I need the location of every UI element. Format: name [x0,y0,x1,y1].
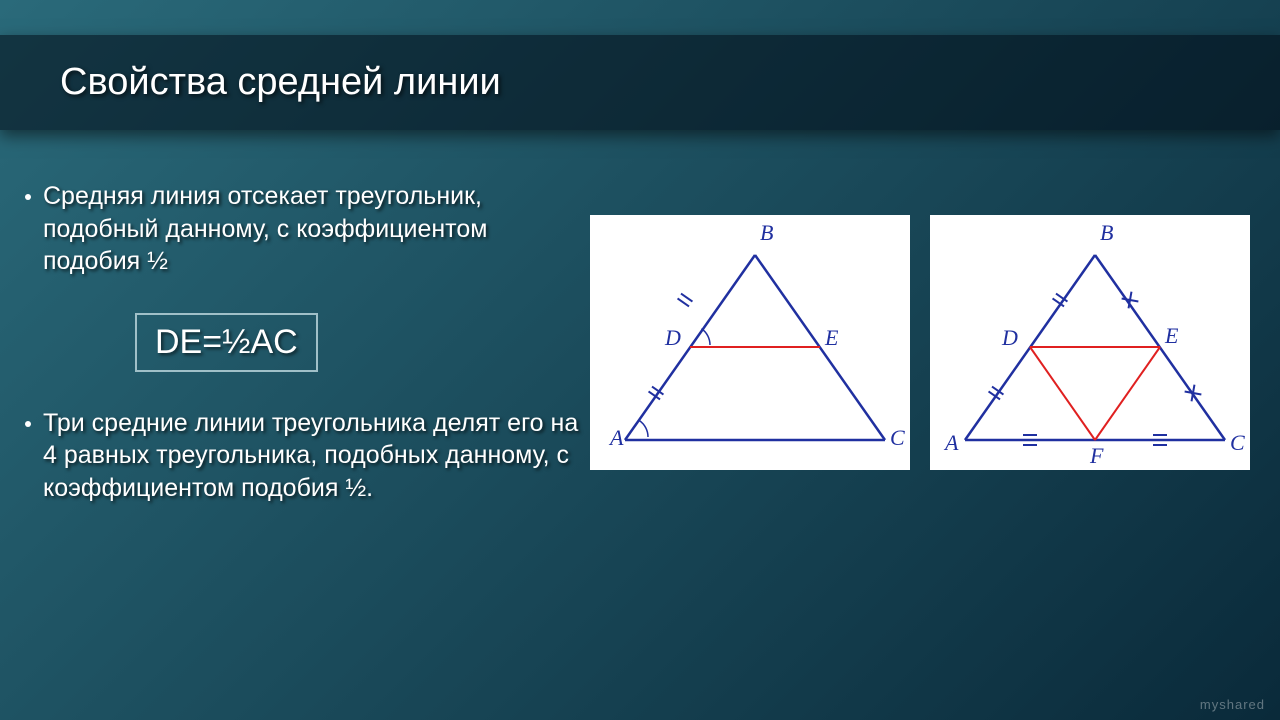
triangle-svg-2: A B C D E F [930,215,1250,470]
svg-text:A: A [943,430,959,455]
bullet-icon [25,421,31,427]
bullet-text: Средняя линия отсекает треугольник, подо… [43,180,585,278]
triangle-diagram-1: A B C D E [590,215,910,470]
svg-text:B: B [760,220,773,245]
bullet-item: Три средние линии треугольника делят его… [25,407,585,505]
svg-text:E: E [1164,323,1179,348]
content-area: Средняя линия отсекает треугольник, подо… [25,180,585,529]
svg-text:C: C [1230,430,1245,455]
svg-text:E: E [824,325,839,350]
bullet-icon [25,194,31,200]
svg-text:F: F [1089,443,1104,468]
diagrams-container: A B C D E A B C D E F [590,215,1250,470]
triangle-diagram-2: A B C D E F [930,215,1250,470]
formula-box: DE=½AC [135,313,318,372]
slide-title: Свойства средней линии [60,61,501,104]
watermark: myshared [1200,697,1265,712]
svg-text:D: D [1001,325,1018,350]
bullet-text: Три средние линии треугольника делят его… [43,407,585,505]
title-bar: Свойства средней линии [0,35,1280,130]
svg-text:B: B [1100,220,1113,245]
svg-text:D: D [664,325,681,350]
svg-text:C: C [890,425,905,450]
bullet-item: Средняя линия отсекает треугольник, подо… [25,180,585,278]
svg-text:A: A [608,425,624,450]
triangle-svg-1: A B C D E [590,215,910,470]
